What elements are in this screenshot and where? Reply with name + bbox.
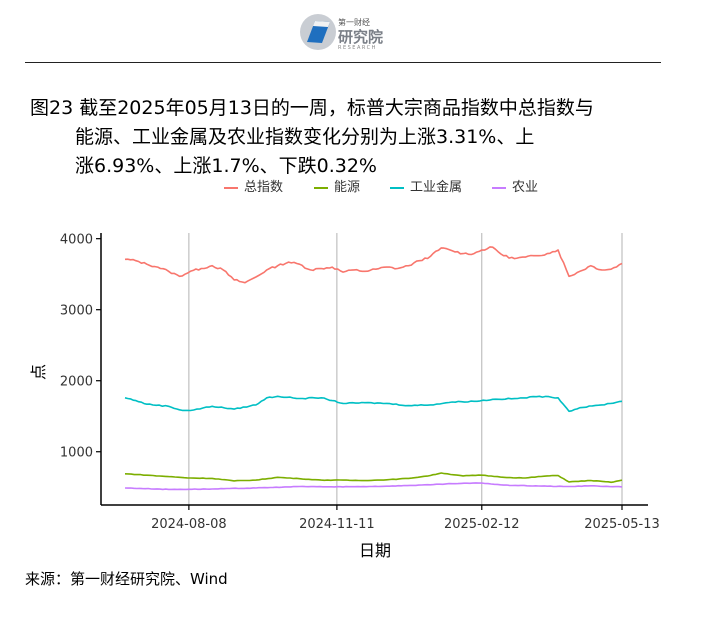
- figure-title: 图23 截至2025年05月13日的一周，标普大宗商品指数中总指数与 能源、工业…: [30, 94, 690, 181]
- legend-label: 农业: [512, 180, 539, 195]
- y-axis-title: 点: [29, 364, 48, 380]
- series-line-industrial-metals: [124, 395, 623, 413]
- chart-axes: [100, 233, 648, 506]
- logo-big-text: 研究院: [338, 28, 384, 46]
- logo: 第一财经 研究院 RESEARCH: [298, 10, 398, 54]
- chart-ticks: 2024-08-08 2024-11-11 2025-02-12 2025-05-13…: [60, 233, 660, 532]
- x-tick-label: 2025-02-12: [444, 517, 520, 532]
- legend-swatch: [224, 186, 238, 189]
- header-divider: [25, 62, 661, 63]
- x-tick-label: 2025-05-13: [584, 517, 660, 532]
- legend-swatch: [390, 186, 404, 189]
- x-tick-label: 2024-11-11: [299, 517, 375, 532]
- chart-legend: 总指数 能源 工业金属 农业: [200, 178, 600, 198]
- series-line-total: [124, 246, 623, 284]
- figure-source: 来源：第一财经研究院、Wind: [25, 570, 228, 588]
- legend-item-agriculture: 农业: [492, 178, 538, 198]
- logo-small-text: 第一财经: [338, 18, 370, 27]
- legend-label: 能源: [334, 180, 361, 195]
- legend-swatch: [314, 186, 328, 189]
- x-axis-title: 日期: [359, 541, 391, 560]
- legend-item-total: 总指数: [224, 178, 283, 198]
- legend-label: 工业金属: [410, 180, 463, 195]
- logo-mark-icon: [300, 14, 336, 50]
- legend-item-energy: 能源: [314, 178, 360, 198]
- y-tick-label: 1000: [60, 446, 93, 461]
- figure-title-line-1: 图23 截至2025年05月13日的一周，标普大宗商品指数中总指数与: [30, 97, 594, 119]
- y-tick-label: 3000: [60, 304, 93, 319]
- y-tick-label: 4000: [60, 233, 93, 248]
- y-tick-label: 2000: [60, 375, 93, 390]
- chart-series: [124, 246, 623, 491]
- figure-title-line-3: 涨6.93%、上涨1.7%、下跌0.32%: [75, 155, 377, 177]
- legend-swatch: [492, 186, 506, 189]
- series-line-agriculture: [124, 482, 623, 491]
- chart-grid: [188, 233, 623, 505]
- legend-item-industrial-metals: 工业金属: [390, 178, 462, 198]
- series-line-energy: [124, 472, 623, 484]
- x-tick-label: 2024-08-08: [151, 517, 227, 532]
- logo-en-text: RESEARCH: [338, 45, 377, 51]
- legend-label: 总指数: [244, 180, 284, 195]
- figure-title-line-2: 能源、工业金属及农业指数变化分别为上涨3.31%、上: [75, 126, 535, 148]
